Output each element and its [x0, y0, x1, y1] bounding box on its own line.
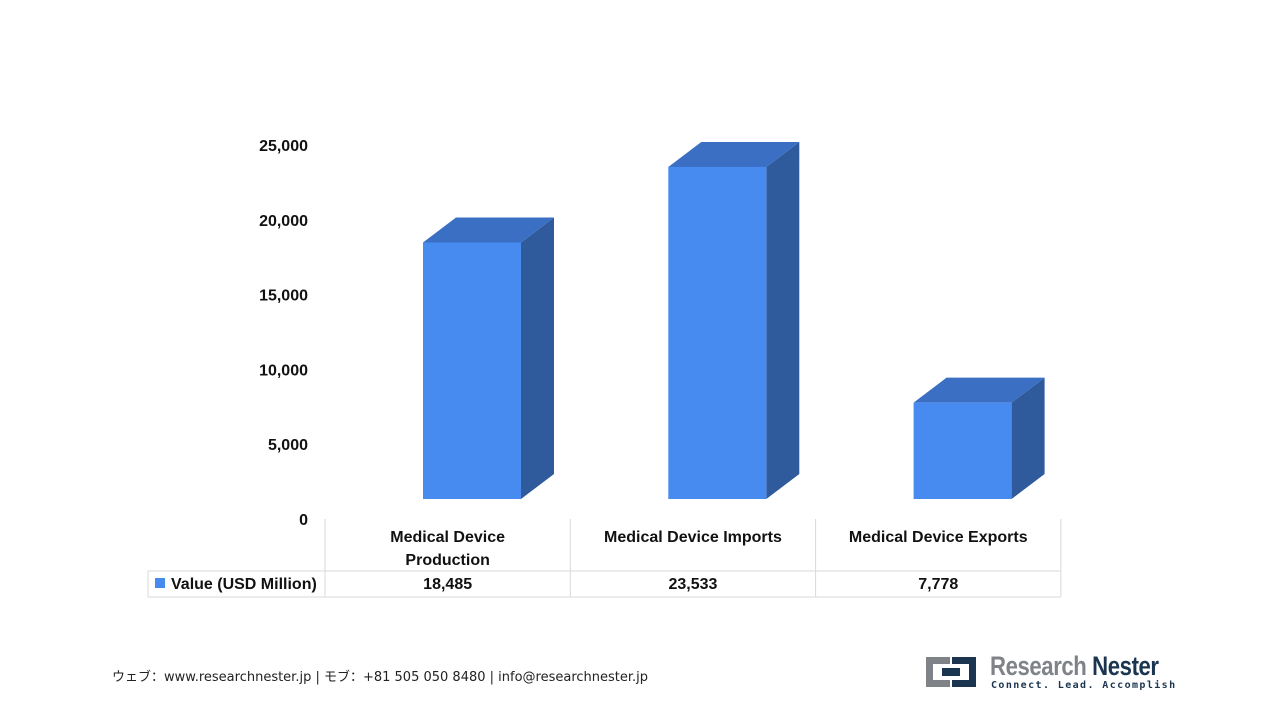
bar	[423, 242, 521, 499]
bar-side	[1011, 377, 1045, 499]
legend-swatch	[155, 578, 165, 588]
y-tick-label: 5,000	[268, 437, 308, 454]
logo-name-part1: Research	[990, 651, 1087, 681]
x-category-label: Medical Device Production	[390, 529, 505, 569]
legend-label: Value (USD Million)	[171, 576, 317, 593]
data-label: 7,778	[918, 576, 958, 593]
x-category-label: Medical Device Imports	[604, 529, 782, 546]
x-category-label: Medical Device Exports	[849, 529, 1028, 546]
bar-top	[913, 377, 1045, 403]
data-label: 23,533	[668, 576, 717, 593]
logo-tagline: Connect. Lead. Accomplish	[991, 680, 1177, 691]
research-nester-logo-icon	[926, 657, 976, 687]
y-tick-label: 20,000	[259, 213, 308, 230]
y-tick-label: 10,000	[259, 362, 308, 379]
y-tick-label: 15,000	[259, 288, 308, 305]
bar	[668, 166, 767, 499]
data-label: 18,485	[423, 576, 472, 593]
bar-top	[668, 141, 800, 167]
footer-contact: ウェブ：www.researchnester.jp | モブ：+81 505 0…	[112, 670, 649, 685]
bar-side	[766, 141, 800, 499]
logo-name: Research Nester	[990, 651, 1159, 682]
bar-side	[521, 217, 554, 499]
y-tick-label: 25,000	[259, 138, 308, 155]
logo-name-part2: Nester	[1092, 651, 1159, 681]
y-tick-label: 0	[299, 512, 308, 529]
bar-top	[423, 217, 554, 243]
logo: Research Nester Connect. Lead. Accomplis…	[920, 651, 1175, 696]
bar	[913, 402, 1012, 499]
